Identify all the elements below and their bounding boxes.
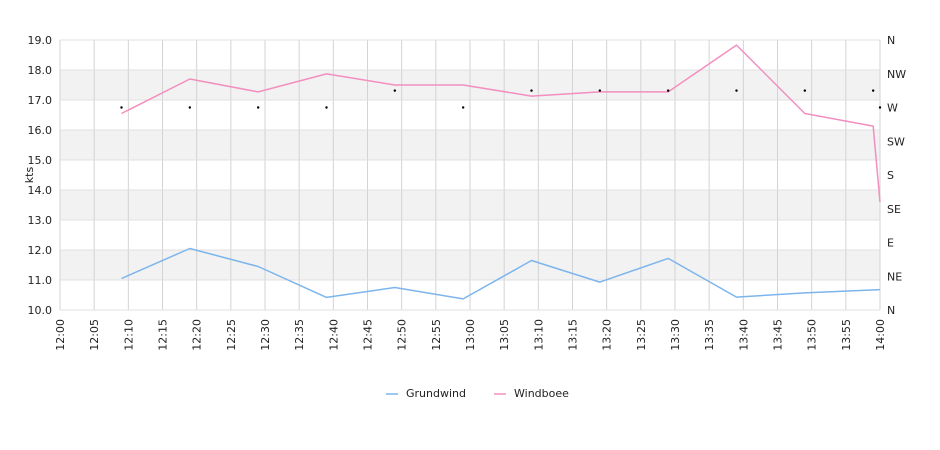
direction-marker	[256, 106, 260, 109]
direction-tick-label: S	[887, 169, 894, 182]
direction-tick-label: N	[887, 304, 895, 317]
y-axis-label: kts	[23, 167, 36, 184]
direction-marker	[666, 89, 670, 92]
direction-marker	[393, 89, 397, 92]
direction-marker	[188, 106, 192, 109]
x-tick-label: 13:50	[806, 319, 819, 351]
direction-tick-label: W	[887, 102, 898, 115]
series-line	[121, 247, 881, 300]
direction-tick-label: NE	[887, 270, 902, 283]
y-tick-label: 15.0	[28, 154, 53, 167]
legend: Grundwind Windboee	[386, 387, 569, 400]
direction-tick-label: N	[887, 34, 895, 47]
x-axis-ticks: 12:00 12:05 12:10 12:15 12:20 12:25 12:30 12:35…	[54, 319, 887, 351]
x-tick-label: 12:55	[430, 319, 443, 351]
x-tick-label: 13:10	[532, 319, 545, 351]
legend-label: Grundwind	[406, 387, 466, 400]
y-tick-label: 18.0	[28, 64, 53, 77]
y-tick-label: 16.0	[28, 124, 53, 137]
direction-marker	[325, 106, 328, 109]
x-tick-label: 13:35	[703, 319, 716, 351]
x-tick-label: 12:00	[54, 319, 67, 351]
x-tick-label: 12:05	[88, 319, 101, 351]
x-tick-label: 12:50	[396, 319, 409, 351]
x-tick-label: 13:05	[498, 319, 511, 351]
y-axis-ticks: 10.0 11.0 12.0 13.0 14.0 15.0 16.0 17.0 18.0 19.0	[28, 34, 53, 317]
x-tick-label: 13:40	[737, 319, 750, 351]
direction-markers	[120, 89, 882, 109]
x-tick-label: 12:20	[191, 319, 204, 351]
x-tick-label: 12:35	[293, 319, 306, 351]
direction-tick-label: SE	[887, 203, 901, 216]
x-tick-label: 12:45	[362, 319, 375, 351]
x-tick-label: 12:15	[157, 319, 170, 351]
direction-marker	[871, 89, 875, 92]
x-tick-label: 13:00	[464, 319, 477, 351]
y-tick-label: 11.0	[28, 274, 53, 287]
grid-lines	[59, 39, 881, 311]
series-lines	[121, 44, 881, 300]
direction-tick-label: NW	[887, 68, 906, 81]
x-tick-label: 12:10	[122, 319, 135, 351]
series-line	[121, 44, 881, 203]
direction-marker	[735, 89, 738, 92]
x-tick-label: 13:15	[567, 319, 580, 351]
x-tick-label: 12:40	[327, 319, 340, 351]
x-tick-label: 13:45	[772, 319, 785, 351]
direction-tick-label: SW	[887, 135, 905, 148]
y-tick-label: 13.0	[28, 214, 53, 227]
direction-marker	[530, 89, 533, 92]
direction-axis-ticks: N NE E SE S SW W NW N	[887, 34, 906, 317]
direction-tick-label: E	[887, 237, 894, 250]
y-tick-label: 17.0	[28, 94, 53, 107]
y-tick-label: 14.0	[28, 184, 53, 197]
x-tick-label: 13:20	[601, 319, 614, 351]
direction-marker	[598, 89, 602, 92]
y-tick-label: 19.0	[28, 34, 53, 47]
x-tick-label: 13:25	[635, 319, 648, 351]
x-tick-label: 13:30	[669, 319, 682, 351]
direction-marker	[120, 106, 123, 109]
x-tick-label: 14:00	[874, 319, 887, 351]
y-tick-label: 12.0	[28, 244, 53, 257]
direction-marker	[878, 106, 882, 109]
direction-marker	[461, 106, 465, 109]
x-tick-label: 12:25	[225, 319, 238, 351]
legend-label: Windboee	[514, 387, 569, 400]
x-tick-label: 13:55	[840, 319, 853, 351]
x-tick-label: 12:30	[259, 319, 272, 351]
y-tick-label: 10.0	[28, 304, 53, 317]
direction-marker	[803, 89, 807, 92]
